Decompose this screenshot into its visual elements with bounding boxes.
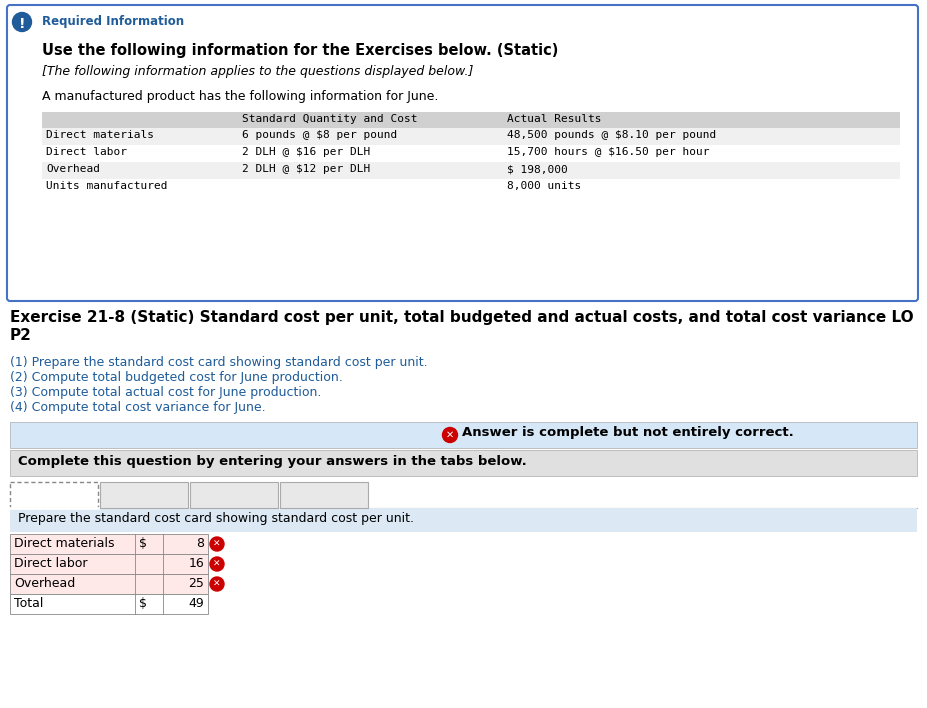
- Text: 16: 16: [188, 557, 204, 570]
- Text: 8: 8: [196, 537, 204, 550]
- Text: ✕: ✕: [213, 580, 221, 588]
- Bar: [42, 162, 900, 179]
- FancyBboxPatch shape: [280, 482, 368, 508]
- Bar: [10, 594, 208, 614]
- Circle shape: [210, 557, 224, 571]
- Bar: [10, 534, 208, 554]
- Bar: [10, 422, 917, 448]
- Text: Required 1: Required 1: [20, 489, 88, 501]
- Text: $ 198,000: $ 198,000: [507, 164, 567, 174]
- Text: 2 DLH @ $16 per DLH: 2 DLH @ $16 per DLH: [242, 147, 370, 157]
- FancyBboxPatch shape: [100, 482, 188, 508]
- Bar: [42, 145, 900, 162]
- Text: (1) Prepare the standard cost card showing standard cost per unit.: (1) Prepare the standard cost card showi…: [10, 356, 427, 369]
- Text: !: !: [19, 16, 25, 30]
- FancyBboxPatch shape: [190, 482, 278, 508]
- Text: Direct materials: Direct materials: [46, 130, 154, 140]
- Text: Overhead: Overhead: [14, 577, 75, 590]
- Circle shape: [12, 13, 32, 31]
- Text: P2: P2: [10, 328, 32, 343]
- Text: [The following information applies to the questions displayed below.]: [The following information applies to th…: [42, 65, 474, 78]
- FancyBboxPatch shape: [10, 482, 98, 508]
- Text: 6 pounds @ $8 per pound: 6 pounds @ $8 per pound: [242, 130, 398, 140]
- Text: Required Information: Required Information: [42, 16, 184, 28]
- Text: Answer is complete but not entirely correct.: Answer is complete but not entirely corr…: [462, 426, 794, 439]
- Text: Standard Quantity and Cost: Standard Quantity and Cost: [242, 114, 417, 124]
- Text: 8,000 units: 8,000 units: [507, 181, 581, 191]
- Text: 15,700 hours @ $16.50 per hour: 15,700 hours @ $16.50 per hour: [507, 147, 709, 157]
- Text: 25: 25: [188, 577, 204, 590]
- Bar: [10, 508, 917, 532]
- Text: (4) Compute total cost variance for June.: (4) Compute total cost variance for June…: [10, 401, 266, 414]
- Circle shape: [442, 428, 458, 442]
- Text: Prepare the standard cost card showing standard cost per unit.: Prepare the standard cost card showing s…: [18, 512, 414, 525]
- Text: ✕: ✕: [446, 430, 454, 440]
- Text: 2 DLH @ $12 per DLH: 2 DLH @ $12 per DLH: [242, 164, 370, 174]
- Text: Required 2: Required 2: [110, 489, 178, 501]
- Text: $: $: [139, 537, 147, 550]
- Bar: [10, 554, 208, 574]
- Text: Direct labor: Direct labor: [14, 557, 87, 570]
- Bar: [42, 128, 900, 145]
- Text: 48,500 pounds @ $8.10 per pound: 48,500 pounds @ $8.10 per pound: [507, 130, 717, 140]
- Text: Overhead: Overhead: [46, 164, 100, 174]
- Text: Units manufactured: Units manufactured: [46, 181, 168, 191]
- Text: ✕: ✕: [213, 559, 221, 569]
- Circle shape: [210, 577, 224, 591]
- Bar: [42, 179, 900, 196]
- Text: 49: 49: [188, 597, 204, 610]
- Text: Required 4: Required 4: [290, 489, 358, 501]
- Text: Exercise 21-8 (Static) Standard cost per unit, total budgeted and actual costs, : Exercise 21-8 (Static) Standard cost per…: [10, 310, 914, 325]
- Text: Actual Results: Actual Results: [507, 114, 602, 124]
- Bar: [10, 450, 917, 476]
- Text: Direct materials: Direct materials: [14, 537, 115, 550]
- Text: Total: Total: [14, 597, 44, 610]
- Text: (3) Compute total actual cost for June production.: (3) Compute total actual cost for June p…: [10, 386, 322, 399]
- Text: Direct labor: Direct labor: [46, 147, 127, 157]
- Circle shape: [210, 537, 224, 551]
- Text: (2) Compute total budgeted cost for June production.: (2) Compute total budgeted cost for June…: [10, 371, 343, 384]
- Text: Use the following information for the Exercises below. (Static): Use the following information for the Ex…: [42, 43, 558, 58]
- Text: Complete this question by entering your answers in the tabs below.: Complete this question by entering your …: [18, 455, 527, 468]
- Bar: [10, 574, 208, 594]
- Text: A manufactured product has the following information for June.: A manufactured product has the following…: [42, 90, 438, 103]
- Text: ✕: ✕: [213, 539, 221, 549]
- FancyBboxPatch shape: [7, 5, 918, 301]
- Bar: [42, 112, 900, 128]
- Text: Required 3: Required 3: [200, 489, 268, 501]
- Text: $: $: [139, 597, 147, 610]
